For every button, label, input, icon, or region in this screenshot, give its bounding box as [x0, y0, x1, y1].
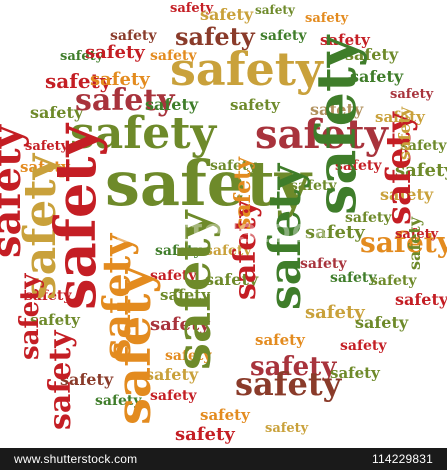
- safety-word-7: safety: [320, 31, 371, 49]
- safety-word-67: safety: [43, 123, 109, 310]
- safety-word-36: safety: [395, 227, 439, 242]
- safety-word-62: safety: [205, 270, 259, 289]
- safety-word-31: safety: [105, 147, 313, 220]
- safety-word-11: safety: [345, 45, 399, 64]
- safety-word-16: safety: [390, 87, 434, 102]
- safety-word-13: safety: [45, 69, 113, 93]
- safety-word-73: safety: [304, 34, 368, 215]
- safety-word-21: safety: [310, 100, 364, 119]
- safety-word-33: safety: [345, 210, 392, 226]
- safety-word-2: safety: [255, 3, 296, 17]
- safety-word-1: safety: [200, 5, 254, 24]
- safety-word-64: safety: [150, 268, 197, 284]
- safety-word-19: safety: [145, 95, 199, 114]
- safety-word-70: safety: [166, 209, 222, 370]
- safety-word-69: safety: [106, 264, 162, 425]
- safety-word-26: safety: [400, 138, 447, 154]
- safety-word-30: safety: [395, 160, 447, 181]
- safety-word-74: safety: [379, 111, 419, 225]
- safety-word-61: safety: [205, 243, 252, 259]
- safety-word-57: safety: [165, 348, 212, 364]
- safety-word-10: safety: [150, 48, 197, 64]
- safety-word-35: safety: [305, 222, 365, 243]
- safety-word-48: safety: [200, 406, 251, 424]
- safety-word-8: safety: [60, 49, 104, 64]
- safety-word-40: safety: [305, 302, 365, 323]
- safety-word-51: safety: [95, 393, 142, 409]
- safety-word-39: safety: [395, 290, 447, 309]
- safety-word-18: safety: [75, 83, 176, 118]
- safety-word-55: safety: [160, 286, 211, 304]
- safety-word-4: safety: [110, 28, 157, 44]
- safety-word-53: safety: [25, 288, 72, 304]
- safety-word-75: safety: [405, 216, 424, 270]
- safety-word-5: safety: [175, 22, 256, 51]
- safety-word-25: safety: [25, 139, 69, 154]
- safety-word-78: safety: [230, 156, 256, 230]
- safety-word-71: safety: [228, 199, 263, 300]
- safety-word-68: safety: [94, 233, 139, 360]
- safety-word-52: safety: [60, 370, 114, 389]
- safety-word-58: safety: [145, 365, 199, 384]
- safety-word-24: safety: [255, 111, 390, 158]
- safety-word-17: safety: [30, 103, 84, 122]
- safety-word-12: safety: [170, 42, 324, 96]
- safety-word-54: safety: [30, 311, 81, 329]
- safety-word-14: safety: [90, 69, 150, 90]
- safety-word-50: safety: [265, 421, 309, 436]
- safety-word-34: safety: [360, 226, 447, 259]
- safety-word-43: safety: [340, 338, 387, 354]
- safety-word-37: safety: [330, 270, 377, 286]
- safety-word-63: safety: [155, 243, 202, 259]
- safety-word-9: safety: [85, 42, 145, 63]
- stock-footer-bar: www.shutterstock.com 114229831: [0, 448, 447, 470]
- safety-word-77: safety: [43, 329, 78, 430]
- safety-word-23: safety: [70, 108, 218, 159]
- safety-word-32: safety: [380, 185, 434, 204]
- safety-word-60: safety: [300, 256, 347, 272]
- safety-word-3: safety: [305, 11, 349, 26]
- safety-word-46: safety: [235, 365, 343, 403]
- safety-word-65: safety: [0, 123, 30, 258]
- safety-word-41: safety: [355, 313, 409, 332]
- safety-word-47: safety: [150, 388, 197, 404]
- safety-word-66: safety: [15, 152, 66, 300]
- safety-word-59: safety: [290, 178, 337, 194]
- safety-word-42: safety: [255, 331, 306, 349]
- safety-word-0: safety: [170, 1, 214, 16]
- safety-word-72: safety: [260, 162, 311, 310]
- safety-word-79: safety: [395, 106, 414, 160]
- safety-word-15: safety: [350, 67, 404, 86]
- safety-word-76: safety: [15, 273, 45, 360]
- safety-word-28: safety: [210, 158, 257, 174]
- safety-word-20: safety: [230, 96, 281, 114]
- safety-word-45: safety: [330, 364, 381, 382]
- safety-word-29: safety: [335, 158, 382, 174]
- safety-word-6: safety: [260, 28, 307, 44]
- footer-site-label: www.shutterstock.com: [14, 452, 138, 466]
- safety-word-38: safety: [370, 273, 417, 289]
- footer-image-id: 114229831: [372, 452, 433, 466]
- safety-word-49: safety: [175, 424, 235, 445]
- safety-word-22: safety: [375, 108, 426, 126]
- safety-word-27: safety: [20, 158, 71, 176]
- safety-word-56: safety: [150, 314, 210, 335]
- safety-word-44: safety: [250, 352, 337, 382]
